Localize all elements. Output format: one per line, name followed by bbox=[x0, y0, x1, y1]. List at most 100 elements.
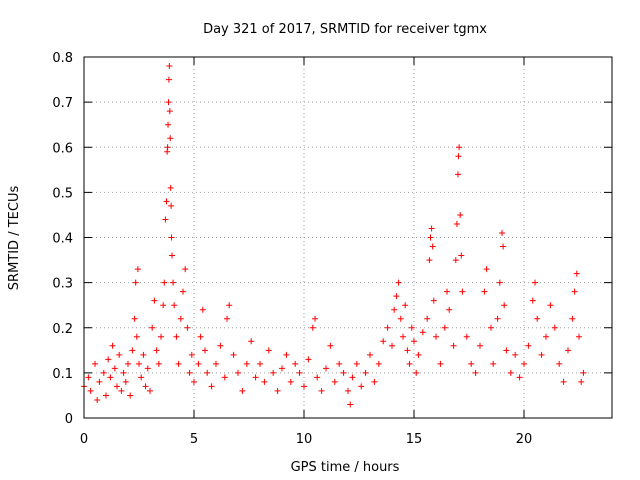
y-tick-label: 0.8 bbox=[52, 51, 73, 66]
data-point bbox=[149, 324, 156, 331]
data-point bbox=[127, 392, 134, 399]
data-point bbox=[158, 333, 164, 340]
data-point bbox=[122, 378, 129, 385]
data-point bbox=[426, 257, 433, 264]
data-point bbox=[547, 302, 554, 309]
data-point bbox=[131, 315, 138, 322]
data-point bbox=[153, 347, 160, 354]
data-point bbox=[521, 360, 527, 367]
data-point bbox=[111, 365, 118, 372]
data-point bbox=[402, 302, 409, 309]
data-point bbox=[168, 234, 175, 241]
data-point bbox=[235, 369, 241, 376]
data-point bbox=[455, 153, 462, 160]
data-point bbox=[569, 315, 576, 322]
x-axis-label: GPS time / hours bbox=[291, 460, 400, 475]
x-tick-label: 15 bbox=[406, 432, 423, 447]
data-point bbox=[144, 365, 151, 372]
x-tick-label: 20 bbox=[516, 432, 533, 447]
data-point bbox=[226, 302, 233, 309]
data-point bbox=[371, 378, 378, 385]
data-point bbox=[494, 315, 501, 322]
data-points bbox=[81, 63, 587, 408]
data-point bbox=[463, 333, 470, 340]
data-point bbox=[551, 324, 558, 331]
data-point bbox=[534, 315, 541, 322]
y-tick-label: 0.5 bbox=[52, 186, 73, 201]
data-point bbox=[499, 229, 505, 236]
data-point bbox=[404, 347, 411, 354]
data-point bbox=[560, 378, 567, 385]
data-point bbox=[138, 374, 145, 381]
x-tick-label: 0 bbox=[80, 432, 88, 447]
data-point bbox=[204, 369, 211, 376]
data-point bbox=[265, 347, 272, 354]
data-point bbox=[507, 369, 514, 376]
data-point bbox=[459, 288, 466, 295]
axis-ticks: 0 0.1 0.2 0.3 0.4 0.5 0.6 0.7 0.8 0 5 10 15 20 bbox=[52, 51, 612, 447]
data-point bbox=[457, 211, 464, 218]
data-point bbox=[217, 342, 224, 349]
data-point bbox=[133, 333, 140, 340]
data-point bbox=[134, 266, 141, 273]
data-point bbox=[362, 369, 369, 376]
data-point bbox=[171, 302, 178, 309]
data-point bbox=[230, 351, 237, 358]
y-axis-label: SRMTID / TECUs bbox=[7, 186, 22, 291]
data-point bbox=[257, 360, 263, 367]
data-point bbox=[336, 360, 343, 367]
data-point bbox=[538, 351, 545, 358]
data-point bbox=[488, 324, 494, 331]
data-point bbox=[165, 99, 172, 106]
data-point bbox=[96, 378, 103, 385]
data-point bbox=[490, 360, 497, 367]
data-point bbox=[163, 198, 170, 205]
data-point bbox=[441, 324, 448, 331]
data-point bbox=[140, 351, 147, 358]
data-point bbox=[100, 369, 107, 376]
data-point bbox=[173, 333, 180, 340]
data-point bbox=[164, 144, 171, 151]
data-point bbox=[184, 324, 191, 331]
data-point bbox=[166, 108, 173, 115]
data-point bbox=[500, 243, 507, 250]
data-point bbox=[477, 342, 483, 349]
data-point bbox=[213, 360, 219, 367]
data-point bbox=[391, 306, 398, 313]
data-point bbox=[129, 347, 136, 354]
data-point bbox=[573, 270, 580, 277]
data-point bbox=[248, 338, 255, 345]
data-point bbox=[349, 374, 356, 381]
data-point bbox=[125, 360, 131, 367]
data-point bbox=[160, 302, 167, 309]
data-point bbox=[512, 351, 519, 358]
data-point bbox=[175, 360, 182, 367]
data-point bbox=[496, 279, 503, 286]
data-point bbox=[456, 144, 463, 151]
data-point bbox=[155, 360, 162, 367]
data-point bbox=[446, 306, 453, 313]
data-point bbox=[413, 369, 420, 376]
data-point bbox=[109, 342, 116, 349]
data-point bbox=[186, 369, 193, 376]
data-point bbox=[529, 297, 536, 304]
data-point bbox=[270, 369, 277, 376]
data-point bbox=[516, 374, 523, 381]
data-point bbox=[168, 202, 175, 209]
data-point bbox=[395, 279, 402, 286]
y-tick-label: 0.2 bbox=[52, 322, 73, 337]
data-point bbox=[85, 374, 92, 381]
data-point bbox=[483, 266, 490, 273]
data-point bbox=[389, 342, 395, 349]
data-point bbox=[161, 279, 168, 286]
data-point bbox=[576, 333, 582, 340]
data-point bbox=[532, 279, 538, 286]
data-point bbox=[167, 135, 174, 142]
data-point bbox=[243, 360, 250, 367]
data-point bbox=[94, 396, 101, 403]
data-point bbox=[429, 243, 436, 250]
data-point bbox=[455, 171, 461, 178]
data-point bbox=[580, 369, 587, 376]
data-point bbox=[305, 356, 312, 363]
